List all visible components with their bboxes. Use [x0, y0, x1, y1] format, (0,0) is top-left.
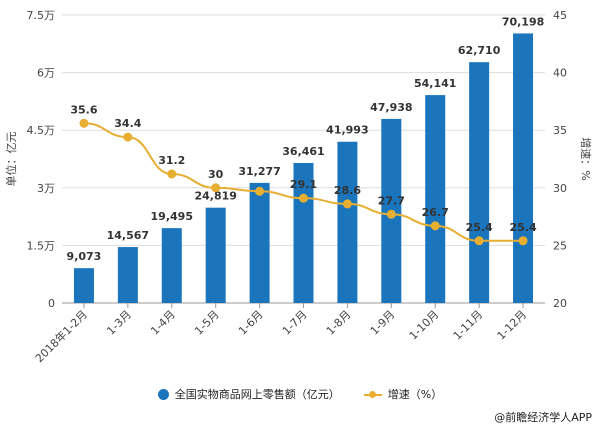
legend-line-marker-icon [363, 389, 382, 400]
bar-data-label: 70,198 [502, 15, 544, 28]
bar [513, 33, 534, 304]
x-tick-label: 1-12月 [495, 308, 530, 343]
line-point [386, 209, 396, 219]
line-point [430, 221, 440, 231]
line-point [342, 199, 352, 209]
bar [425, 95, 446, 303]
y-right-tick-label: 40 [553, 67, 567, 80]
line-point [79, 118, 89, 128]
line-data-label: 25.4 [509, 221, 536, 234]
legend-item-sales[interactable]: 全国实物商品网上零售额（亿元） [157, 386, 340, 402]
line-point [299, 193, 308, 203]
y-right-tick-label: 45 [553, 9, 567, 22]
bar-data-label: 54,141 [414, 77, 456, 90]
x-tick-label: 1-3月 [104, 308, 134, 338]
y-right-axis-label: 增速：% [579, 137, 593, 180]
line-point [167, 169, 177, 179]
y-left-tick-label: 0 [48, 297, 55, 310]
line-data-label: 35.6 [70, 103, 97, 116]
line-data-label: 30 [208, 168, 224, 181]
line-point [474, 236, 484, 246]
legend-label: 全国实物商品网上零售额（亿元） [174, 388, 340, 401]
bar-data-label: 41,993 [326, 124, 368, 137]
line-data-label: 28.6 [334, 184, 361, 197]
y-left-tick-label: 4.5万 [27, 124, 56, 137]
line-point [255, 186, 265, 196]
bar [73, 268, 94, 303]
x-tick-label: 1-7月 [280, 308, 310, 338]
bar-data-label: 9,073 [67, 250, 102, 263]
bar [469, 62, 490, 303]
bar-data-label: 31,277 [238, 165, 280, 178]
x-tick-label: 1-8月 [324, 308, 354, 338]
y-left-tick-label: 6万 [37, 67, 55, 80]
x-tick-label: 1-4月 [148, 308, 178, 338]
x-tick-label: 1-9月 [368, 308, 398, 338]
y-right-tick-label: 25 [553, 239, 567, 252]
line-data-label: 34.4 [114, 117, 141, 130]
bar-data-label: 19,495 [151, 210, 193, 223]
x-tick-label: 1-6月 [236, 308, 266, 338]
bar [337, 141, 358, 303]
line-point [123, 132, 133, 142]
legend-item-growth[interactable]: 增速（%） [363, 386, 443, 402]
bar-data-label: 47,938 [370, 101, 412, 114]
bar-data-label: 14,567 [107, 229, 149, 242]
line-data-label: 27.7 [378, 194, 405, 207]
y-left-tick-label: 7.5万 [27, 9, 56, 22]
bar [117, 247, 138, 303]
legend: 全国实物商品网上零售额（亿元） 增速（%） [0, 386, 600, 402]
line-data-label: 29.1 [290, 178, 317, 191]
line-data-label: 31.2 [158, 154, 185, 167]
x-tick-label: 1-5月 [192, 308, 222, 338]
source-credit: @前瞻经济学人APP [494, 411, 592, 424]
bar [249, 182, 270, 303]
line-data-label: 26.7 [422, 206, 449, 219]
y-right-tick-label: 30 [553, 182, 567, 195]
y-right-tick-label: 35 [553, 124, 567, 137]
legend-bar-marker-icon [157, 388, 169, 400]
line-point [518, 236, 528, 246]
x-tick-label: 1-10月 [407, 308, 442, 343]
x-tick-label: 1-11月 [451, 308, 486, 343]
bar-data-label: 36,461 [282, 145, 324, 158]
y-right-tick-label: 20 [553, 297, 567, 310]
y-left-axis-label: 单位：亿元 [4, 132, 18, 187]
y-left-tick-label: 1.5万 [27, 239, 56, 252]
legend-label: 增速（%） [387, 388, 443, 401]
bar-data-label: 62,710 [458, 44, 501, 57]
line-point [211, 183, 221, 193]
y-left-tick-label: 3万 [37, 182, 55, 195]
line-data-label: 25.4 [466, 221, 493, 234]
bar-data-label: 24,819 [194, 190, 236, 203]
bar [161, 228, 182, 303]
x-tick-label: 2018年1-2月 [32, 307, 90, 365]
bar [205, 207, 226, 303]
